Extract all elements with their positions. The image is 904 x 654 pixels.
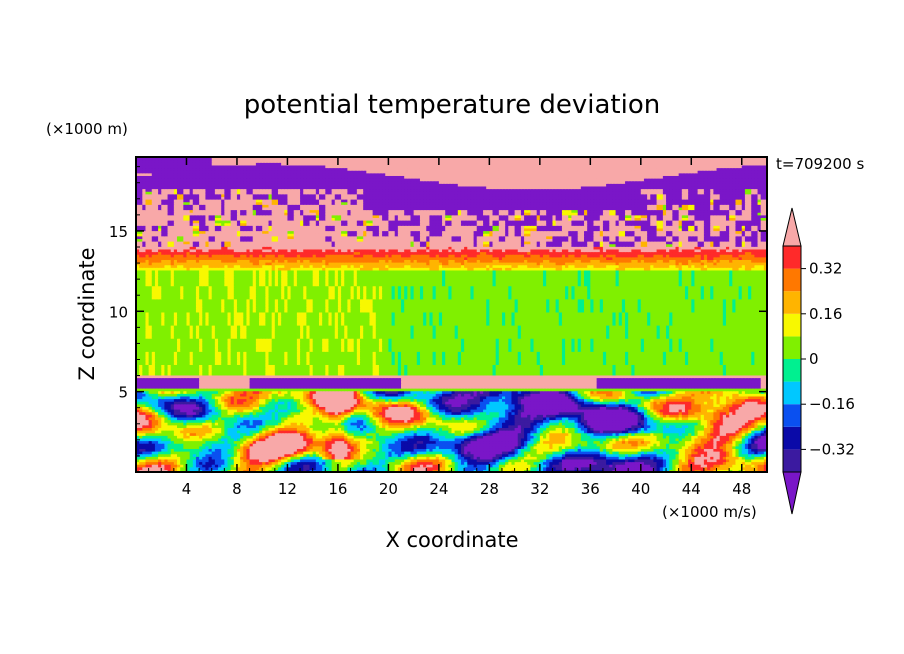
colorbar-segment bbox=[783, 404, 801, 427]
x-axis-label: X coordinate bbox=[385, 528, 518, 552]
y-tick-label: 15 bbox=[109, 223, 128, 241]
y-axis-label: Z coordinate bbox=[75, 247, 99, 380]
colorbar-segment bbox=[783, 382, 801, 405]
colorbar-extend-bottom bbox=[783, 472, 801, 514]
y-tick-label: 5 bbox=[118, 384, 128, 402]
x-tick-label: 16 bbox=[328, 480, 347, 498]
x-tick-label: 28 bbox=[480, 480, 499, 498]
x-tick-label: 48 bbox=[732, 480, 751, 498]
colorbar: 0.32 0.16 0 −0.16 −0.32 bbox=[783, 208, 855, 514]
colorbar-segment bbox=[783, 291, 801, 314]
plot-field bbox=[136, 157, 768, 473]
x-tick-label: 40 bbox=[631, 480, 650, 498]
colorbar-tick-label: 0.32 bbox=[809, 260, 842, 278]
x-tick-label: 44 bbox=[682, 480, 701, 498]
x-tick-label: 8 bbox=[232, 480, 242, 498]
colorbar-segment bbox=[783, 246, 801, 269]
y-tick-label: 10 bbox=[109, 303, 128, 321]
colorbar-tick-label: 0 bbox=[809, 350, 819, 368]
colorbar-segment bbox=[783, 427, 801, 450]
x-tick-label: 20 bbox=[379, 480, 398, 498]
colorbar-segment bbox=[783, 269, 801, 292]
colorbar-segment bbox=[783, 336, 801, 359]
x-unit-label: (×1000 m/s) bbox=[662, 503, 757, 521]
colorbar-tick-label: −0.16 bbox=[809, 395, 855, 413]
colorbar-tick-label: 0.16 bbox=[809, 305, 842, 323]
x-tick-label: 24 bbox=[429, 480, 448, 498]
colorbar-segment bbox=[783, 314, 801, 337]
x-tick-label: 36 bbox=[581, 480, 600, 498]
x-tick-label: 4 bbox=[182, 480, 192, 498]
colorbar-extend-top bbox=[783, 208, 801, 246]
x-tick-label: 12 bbox=[278, 480, 297, 498]
colorbar-tick-label: −0.32 bbox=[809, 440, 855, 458]
x-tick-label: 32 bbox=[530, 480, 549, 498]
time-label: t=709200 s bbox=[776, 155, 864, 173]
y-unit-label: (×1000 m) bbox=[46, 120, 128, 138]
chart-title: potential temperature deviation bbox=[244, 90, 660, 120]
colorbar-segment bbox=[783, 359, 801, 382]
colorbar-segment bbox=[783, 449, 801, 472]
